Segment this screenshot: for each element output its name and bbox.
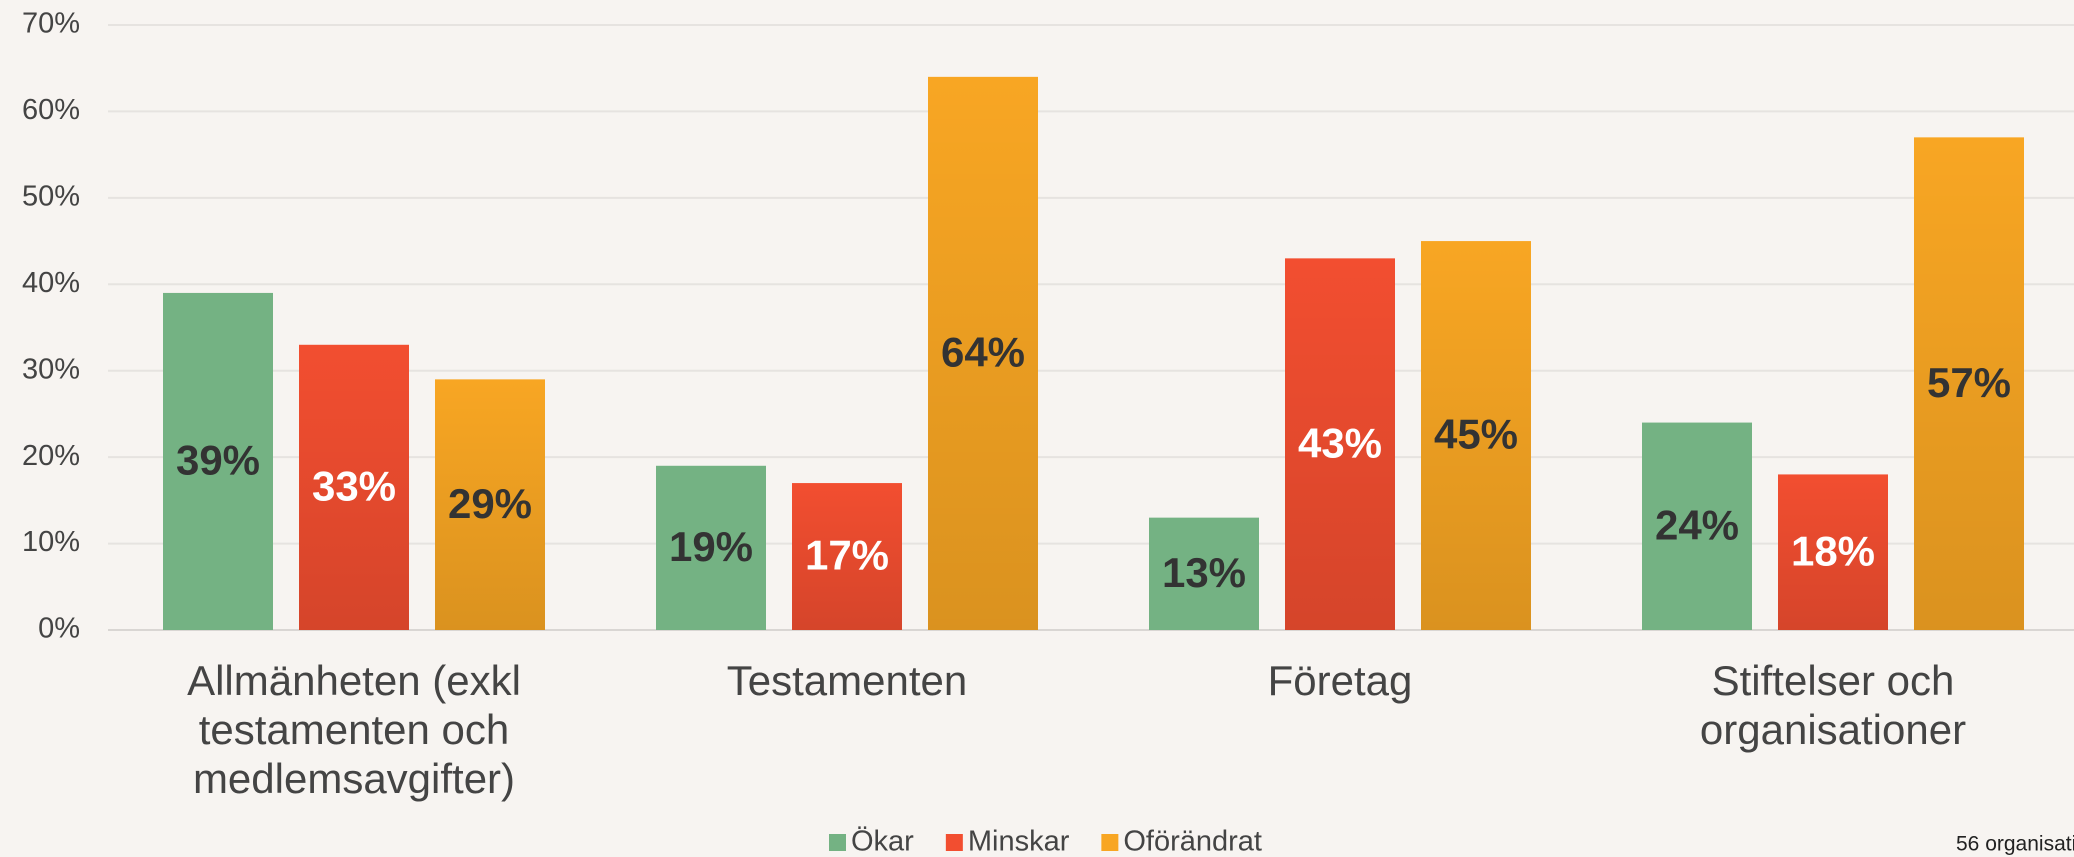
data-label: 19% <box>669 523 753 570</box>
x-tick-label: Testamenten <box>726 657 968 704</box>
data-label: 57% <box>1927 359 2011 406</box>
legend-swatch <box>1101 834 1119 851</box>
legend-swatch <box>945 834 963 851</box>
bar-shade <box>299 344 409 630</box>
y-tick-label: 10% <box>22 526 80 558</box>
legend-swatch <box>829 834 846 851</box>
bar-shade <box>792 483 902 630</box>
y-tick-label: 20% <box>22 440 80 472</box>
data-label: 13% <box>1162 549 1246 596</box>
y-tick-label: 50% <box>22 181 80 213</box>
data-label: 64% <box>941 329 1025 376</box>
bar-shade <box>1778 474 1888 630</box>
legend-label: Oförändrat <box>1123 826 1262 857</box>
data-label: 29% <box>448 480 532 527</box>
bar <box>163 292 273 630</box>
bar <box>1149 517 1259 630</box>
x-tick-label: Stiftelser och organisationer <box>1699 657 1967 753</box>
y-tick-label: 40% <box>22 267 80 299</box>
bar <box>656 465 766 630</box>
bar-shade <box>928 76 1038 631</box>
x-tick-label: Företag <box>1267 657 1413 704</box>
legend-label: Minskar <box>968 826 1070 857</box>
data-label: 45% <box>1434 411 1518 458</box>
data-label: 24% <box>1655 501 1739 548</box>
legend-label: Ökar <box>851 826 914 857</box>
bar-shade <box>1285 258 1395 630</box>
data-label: 39% <box>176 437 260 484</box>
bar-shade <box>1914 137 2024 630</box>
data-label: 43% <box>1298 419 1382 466</box>
data-label: 18% <box>1791 527 1875 574</box>
data-label: 33% <box>312 462 396 509</box>
bar-shade <box>1421 241 1531 631</box>
bar-shade <box>435 379 545 630</box>
y-tick-label: 0% <box>38 613 80 645</box>
data-label: 17% <box>805 532 889 579</box>
y-tick-label: 30% <box>22 353 80 385</box>
y-tick-label: 70% <box>22 8 80 40</box>
y-tick-label: 60% <box>22 94 80 126</box>
footnote: 56 organisationer <box>1956 833 2074 856</box>
x-tick-label: Allmänheten (exkl testamenten och medlem… <box>187 657 521 802</box>
bar <box>1642 422 1752 630</box>
